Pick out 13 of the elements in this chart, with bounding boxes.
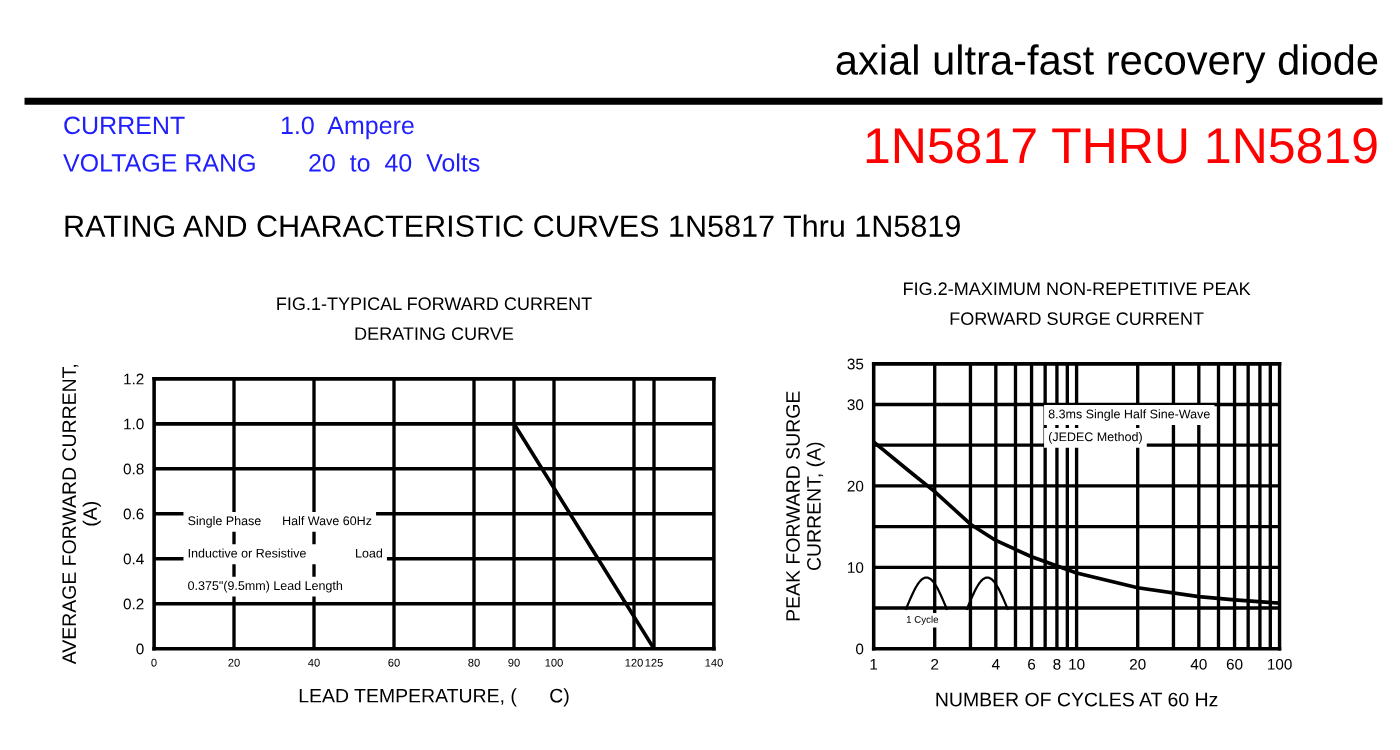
- y-axis-title: PEAK FORWARD SURGE CURRENT, (A): [786, 391, 825, 621]
- chart-title: FIG.1-TYPICAL FORWARD CURRENT DERATING CURVE: [277, 297, 592, 341]
- text: axial ultra-fast recovery diode: [836, 44, 1378, 84]
- x-axis-title: LEAD TEMPERATURE, ( C): [299, 688, 569, 707]
- text: 20 to 40 Volts: [309, 153, 480, 172]
- text: CURRENT: [64, 116, 185, 135]
- chart-title: FIG.2-MAXIMUM NON-REPETITIVE PEAK FORWARD SURGE CURRENT: [904, 282, 1251, 326]
- text: 1N5817 THRU 1N5819: [866, 128, 1377, 164]
- text: RATING AND CHARACTERISTIC CURVES 1N5817 Thru 1N5819: [65, 214, 960, 237]
- text: VOLTAGE RANG: [63, 154, 255, 172]
- y-axis-title: AVERAGE FORWARD CURRENT, (A): [62, 364, 101, 665]
- text: 1.0 Ampere: [281, 116, 414, 140]
- x-axis-title: NUMBER OF CYCLES AT 60 Hz: [936, 692, 1218, 707]
